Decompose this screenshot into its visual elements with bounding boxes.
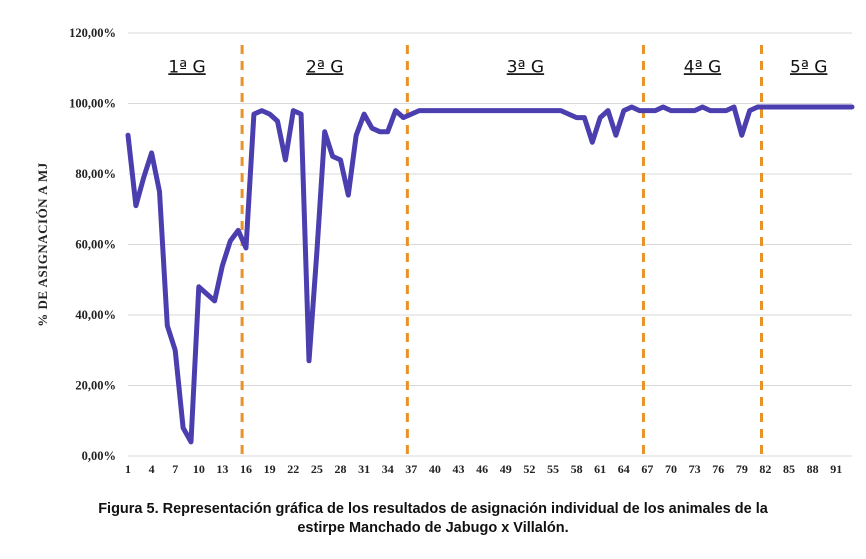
x-tick-label: 40	[429, 462, 441, 476]
x-tick-label: 91	[830, 462, 842, 476]
caption-line-2: estirpe Manchado de Jabugo x Villalón.	[297, 520, 569, 536]
line-chart: 0,00% 20,00% 40,00% 60,00% 80,00% 100,00% 120,…	[35, 26, 855, 476]
caption-line-1: Figura 5. Representación gráfica de los …	[98, 501, 768, 517]
x-tick-label: 34	[382, 462, 394, 476]
x-tick-label: 49	[500, 462, 512, 476]
y-tick-label: 100,00%	[69, 97, 116, 111]
x-tick-label: 43	[453, 462, 465, 476]
group-label: 2ª G	[306, 57, 343, 77]
y-tick-label: 40,00%	[75, 308, 116, 322]
x-tick-label: 64	[618, 462, 630, 476]
x-tick-label: 10	[193, 462, 205, 476]
y-axis-label: % DE ASIGNACIÓN A MJ	[35, 162, 50, 327]
group-label: 3ª G	[507, 57, 544, 77]
x-tick-label: 61	[594, 462, 606, 476]
y-tick-label: 20,00%	[75, 379, 116, 393]
x-tick-label: 88	[807, 462, 819, 476]
figure-caption: Figura 5. Representación gráfica de los …	[0, 500, 866, 538]
y-tick-label: 120,00%	[69, 26, 116, 40]
x-tick-label: 67	[641, 462, 653, 476]
x-tick-label: 13	[216, 462, 228, 476]
x-tick-label: 79	[736, 462, 748, 476]
x-tick-label: 19	[264, 462, 276, 476]
x-tick-label: 28	[334, 462, 346, 476]
x-tick-label: 70	[665, 462, 677, 476]
x-tick-label: 16	[240, 462, 252, 476]
group-label: 1ª G	[168, 57, 205, 77]
y-tick-label: 80,00%	[75, 167, 116, 181]
x-tick-label: 58	[571, 462, 583, 476]
x-tick-label: 85	[783, 462, 795, 476]
x-tick-label: 76	[712, 462, 724, 476]
y-tick-label: 60,00%	[75, 238, 116, 252]
x-tick-label: 52	[523, 462, 535, 476]
x-tick-label: 55	[547, 462, 559, 476]
group-label: 4ª G	[684, 57, 721, 77]
x-tick-label: 1	[125, 462, 131, 476]
y-tick-label: 0,00%	[82, 449, 116, 463]
x-tick-label: 37	[405, 462, 417, 476]
x-tick-label: 25	[311, 462, 323, 476]
x-tick-label: 22	[287, 462, 299, 476]
x-tick-label: 46	[476, 462, 488, 476]
x-tick-label: 31	[358, 462, 370, 476]
group-label: 5ª G	[790, 57, 827, 77]
x-tick-label: 4	[149, 462, 155, 476]
series-line	[125, 104, 855, 445]
x-tick-label: 82	[759, 462, 771, 476]
x-tick-label: 73	[689, 462, 701, 476]
x-tick-label: 7	[172, 462, 178, 476]
